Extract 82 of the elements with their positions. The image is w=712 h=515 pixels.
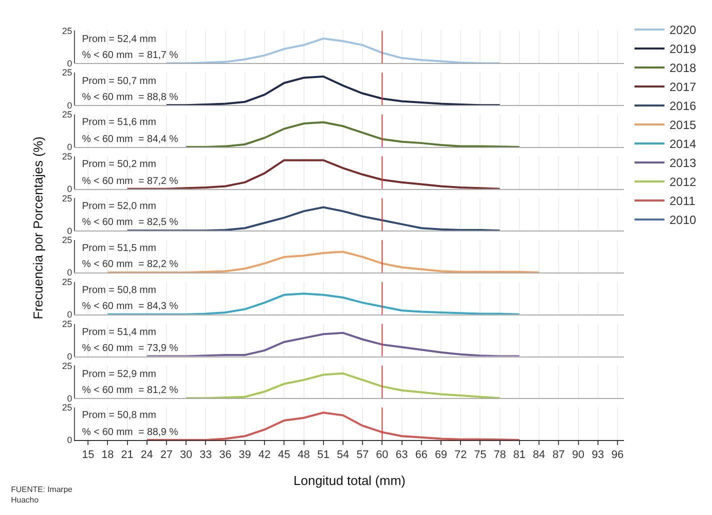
x-tick-label: 66 (415, 449, 428, 462)
annotation: Prom = 52,4 mm (82, 34, 156, 45)
x-tick-label: 54 (336, 449, 350, 462)
x-tick-label: 60 (376, 449, 388, 462)
x-tick-label: 63 (396, 449, 408, 462)
y-tick-label: 0 (67, 226, 72, 236)
x-tick-label: 84 (532, 449, 546, 462)
x-tick-label: 33 (200, 449, 212, 462)
x-tick-label: 45 (278, 449, 290, 462)
y-tick-label: 0 (67, 393, 72, 404)
y-tick-label: 0 (67, 142, 72, 152)
legend-label: 2016 (669, 99, 697, 114)
x-tick-label: 15 (82, 449, 94, 462)
x-tick-label: 87 (552, 449, 565, 462)
annotation: Prom = 52,9 mm (82, 369, 156, 380)
annotation: Prom = 51,5 mm (82, 243, 156, 254)
x-tick-label: 72 (454, 449, 467, 462)
x-tick-label: 90 (572, 449, 584, 462)
y-axis-title: Frecuencia por Porcentajes (%) (30, 136, 46, 320)
annotation: Prom = 50,8 mm (82, 285, 156, 296)
y-tick-label: 25 (62, 360, 72, 371)
y-tick-label: 0 (67, 435, 72, 446)
y-tick-label: 25 (62, 235, 72, 246)
annotation: Prom = 50,8 mm (82, 410, 156, 421)
legend-label: 2010 (669, 213, 697, 228)
x-tick-label: 48 (298, 449, 310, 462)
annotation: % < 60 mm = 82,2 % (82, 259, 178, 270)
legend-label: 2019 (669, 42, 697, 56)
legend-label: 2012 (669, 175, 697, 190)
annotation: Prom = 51,4 mm (82, 327, 156, 338)
annotation: % < 60 mm = 81,2 % (82, 385, 178, 396)
y-tick-label: 25 (62, 402, 72, 413)
y-tick-label: 25 (62, 318, 72, 329)
y-tick-label: 25 (62, 26, 72, 36)
y-tick-label: 25 (62, 151, 72, 162)
legend-label: 2015 (669, 118, 697, 132)
legend-label: 2011 (669, 194, 696, 208)
x-tick-label: 93 (592, 449, 604, 462)
legend-label: 2017 (669, 80, 697, 94)
legend-label: 2013 (669, 156, 697, 170)
x-tick-label: 39 (238, 449, 252, 462)
x-tick-label: 24 (140, 449, 154, 462)
y-tick-label: 25 (62, 110, 72, 120)
x-tick-label: 75 (474, 449, 486, 462)
x-tick-label: 30 (180, 449, 192, 462)
x-tick-label: 42 (258, 449, 271, 462)
x-tick-label: 96 (611, 449, 624, 462)
annotation: Prom = 50,7 mm (82, 76, 156, 87)
y-tick-label: 25 (62, 193, 72, 204)
x-tick-label: 78 (494, 449, 506, 462)
legend-label: 2014 (669, 137, 697, 152)
annotation: % < 60 mm = 88,9 % (82, 427, 178, 438)
legend-label: 2020 (669, 23, 697, 38)
y-tick-label: 0 (67, 58, 72, 68)
y-tick-label: 25 (62, 68, 72, 78)
annotation: Prom = 52,0 mm (82, 201, 156, 212)
legend-label: 2018 (669, 61, 697, 76)
annotation: % < 60 mm = 81,7 % (82, 50, 178, 61)
annotation: % < 60 mm = 87,2 % (82, 176, 178, 187)
y-tick-label: 0 (67, 268, 72, 278)
y-tick-label: 25 (62, 277, 72, 288)
x-axis-title: Longitud total (mm) (294, 472, 406, 488)
x-tick-label: 69 (434, 449, 448, 462)
y-tick-label: 0 (67, 351, 72, 362)
x-tick-label: 18 (102, 449, 114, 462)
x-tick-label: 51 (317, 449, 330, 462)
annotation: % < 60 mm = 84,4 % (82, 134, 178, 145)
annotation: % < 60 mm = 88,8 % (82, 92, 178, 103)
annotation: Prom = 50,2 mm (82, 159, 156, 170)
annotation: % < 60 mm = 82,5 % (82, 217, 178, 228)
x-tick-label: 27 (160, 449, 173, 462)
y-tick-label: 0 (67, 310, 72, 320)
y-tick-label: 0 (67, 100, 72, 110)
x-tick-label: 36 (219, 449, 232, 462)
x-tick-label: 21 (121, 449, 134, 462)
x-tick-label: 57 (356, 449, 369, 462)
annotation: % < 60 mm = 84,3 % (82, 301, 178, 312)
source-note: FUENTE: Imarpe Huacho (11, 485, 73, 504)
y-tick-label: 0 (67, 184, 72, 194)
annotation: % < 60 mm = 73,9 % (82, 343, 178, 354)
annotation: Prom = 51,6 mm (82, 117, 156, 128)
x-tick-label: 81 (513, 449, 526, 462)
